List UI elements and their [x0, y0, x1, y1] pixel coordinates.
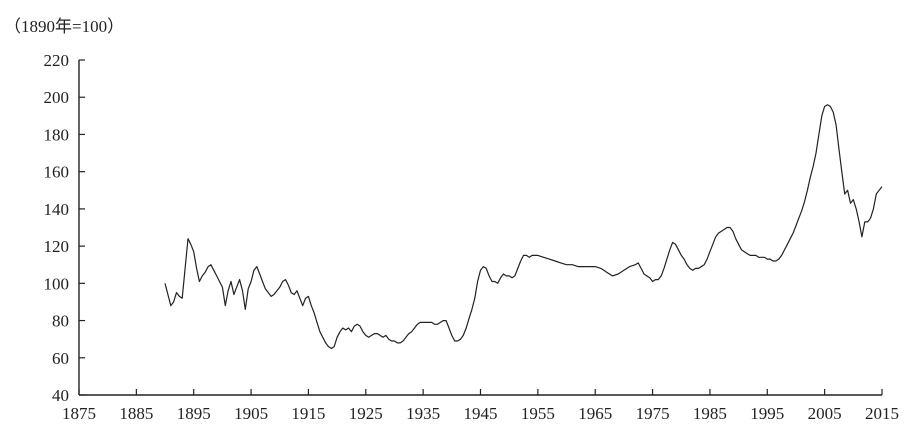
x-tick-label: 2015 [865, 404, 899, 423]
y-tick-label: 140 [44, 200, 70, 219]
x-tick-label: 1985 [693, 404, 727, 423]
y-tick-label: 160 [44, 163, 70, 182]
y-axis-ticks: 40 60 80 100 120 140 160 180 200 220 [44, 51, 85, 405]
x-tick-label: 1895 [177, 404, 211, 423]
axes [78, 60, 882, 396]
y-tick-label: 80 [52, 312, 69, 331]
y-tick-label: 200 [44, 88, 70, 107]
y-tick-label: 40 [52, 386, 69, 405]
x-tick-label: 1875 [62, 404, 96, 423]
x-tick-label: 1975 [636, 404, 670, 423]
y-tick-label: 120 [44, 237, 70, 256]
x-tick-label: 1935 [406, 404, 440, 423]
x-tick-label: 1885 [119, 404, 153, 423]
x-axis-ticks: 1875 1885 1895 1905 1915 1925 1935 1945 1955 1965… [62, 389, 899, 423]
y-unit-label: （1890年=100） [4, 17, 124, 36]
x-tick-label: 1945 [464, 404, 498, 423]
series-line [164, 104, 883, 350]
series-group [164, 104, 883, 350]
x-tick-label: 1925 [349, 404, 383, 423]
y-tick-label: 60 [52, 349, 69, 368]
x-tick-label: 1905 [234, 404, 268, 423]
x-tick-label: 1965 [578, 404, 612, 423]
y-tick-label: 100 [44, 274, 70, 293]
x-tick-label: 2005 [808, 404, 842, 423]
y-tick-label: 180 [44, 125, 70, 144]
y-tick-label: 220 [44, 51, 70, 70]
x-tick-label: 1955 [521, 404, 555, 423]
x-tick-label: 1915 [291, 404, 325, 423]
x-tick-label: 1995 [750, 404, 784, 423]
